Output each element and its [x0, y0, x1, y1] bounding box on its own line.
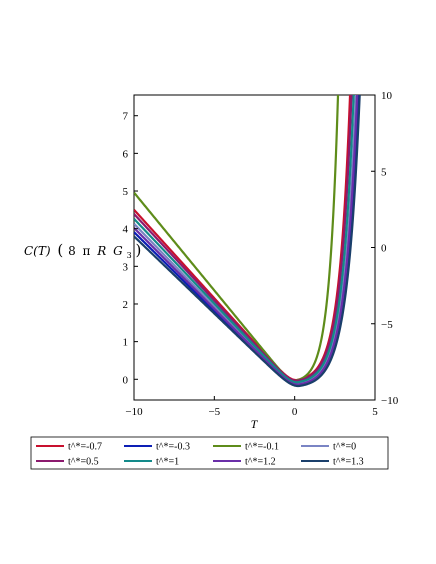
- y-tick-label: 3: [123, 261, 129, 273]
- y-axis-title-g: G: [113, 244, 123, 258]
- legend-box: [30, 436, 389, 470]
- y-tick-label: 4: [123, 224, 129, 236]
- y-tick-label: 2: [123, 299, 129, 311]
- x-tick-label: −10: [125, 406, 143, 418]
- x-tick-label: −5: [208, 406, 220, 418]
- plot-frame: [133, 94, 376, 401]
- y-tick-label: 5: [123, 186, 129, 198]
- y-axis-title-close: ): [135, 241, 141, 259]
- legend: t^*=-0.7 t^*=-0.3 t^*=-0.1 t^*=0 t^*=0.5 t^*=…: [36, 442, 364, 468]
- series-line-6: [134, 95, 355, 384]
- series-line-7: [134, 95, 359, 386]
- y2-tick-label: 10: [381, 90, 393, 102]
- y-axis-title: C(T) ( 8 π R G 3 ): [24, 241, 141, 261]
- y-tick-label: 6: [123, 148, 129, 160]
- y-axis-title-pi: π: [83, 244, 91, 258]
- y2-tick-label: −10: [381, 395, 399, 407]
- y2-tick-label: 0: [381, 243, 387, 255]
- y-tick-label: 7: [123, 111, 129, 123]
- series-line-8: [134, 95, 361, 388]
- y-axis-title-open: (: [57, 241, 63, 259]
- y-axis-title-sub: 3: [127, 251, 132, 260]
- x-tick-label: 5: [372, 406, 378, 418]
- series-line-3: [134, 95, 340, 382]
- y-axis-right: −10 −5 0 5 10: [371, 90, 399, 407]
- x-axis: −10 −5 0 5: [125, 396, 378, 418]
- y-axis-title-num: 8: [68, 244, 76, 258]
- series-line-5: [134, 95, 353, 382]
- y-axis-left: 0 1 2 3 4 5 6 7: [123, 111, 138, 386]
- y-axis-title-func: C(T): [24, 244, 51, 258]
- legend-label: t^*=1.3: [333, 457, 364, 468]
- legend-label: t^*=-0.3: [156, 442, 190, 453]
- y2-tick-label: 5: [381, 166, 387, 178]
- svg-text:C(T) ( 8 π: C(T) ( 8 π R G 3 ): [24, 241, 141, 261]
- y-tick-label: 1: [123, 337, 129, 349]
- legend-label: t^*=1.2: [245, 457, 276, 468]
- y-axis-title-r: R: [96, 244, 106, 258]
- x-axis-title: T: [251, 417, 259, 431]
- legend-label: t^*=-0.1: [245, 442, 279, 453]
- legend-label: t^*=0: [333, 442, 356, 453]
- legend-label: t^*=0.5: [68, 457, 99, 468]
- legend-label: t^*=-0.7: [68, 442, 102, 453]
- y2-tick-label: −5: [381, 319, 393, 331]
- series-group: [134, 95, 361, 388]
- legend-label: t^*=1: [156, 457, 179, 468]
- x-tick-label: 0: [292, 406, 298, 418]
- y-tick-label: 0: [123, 374, 129, 386]
